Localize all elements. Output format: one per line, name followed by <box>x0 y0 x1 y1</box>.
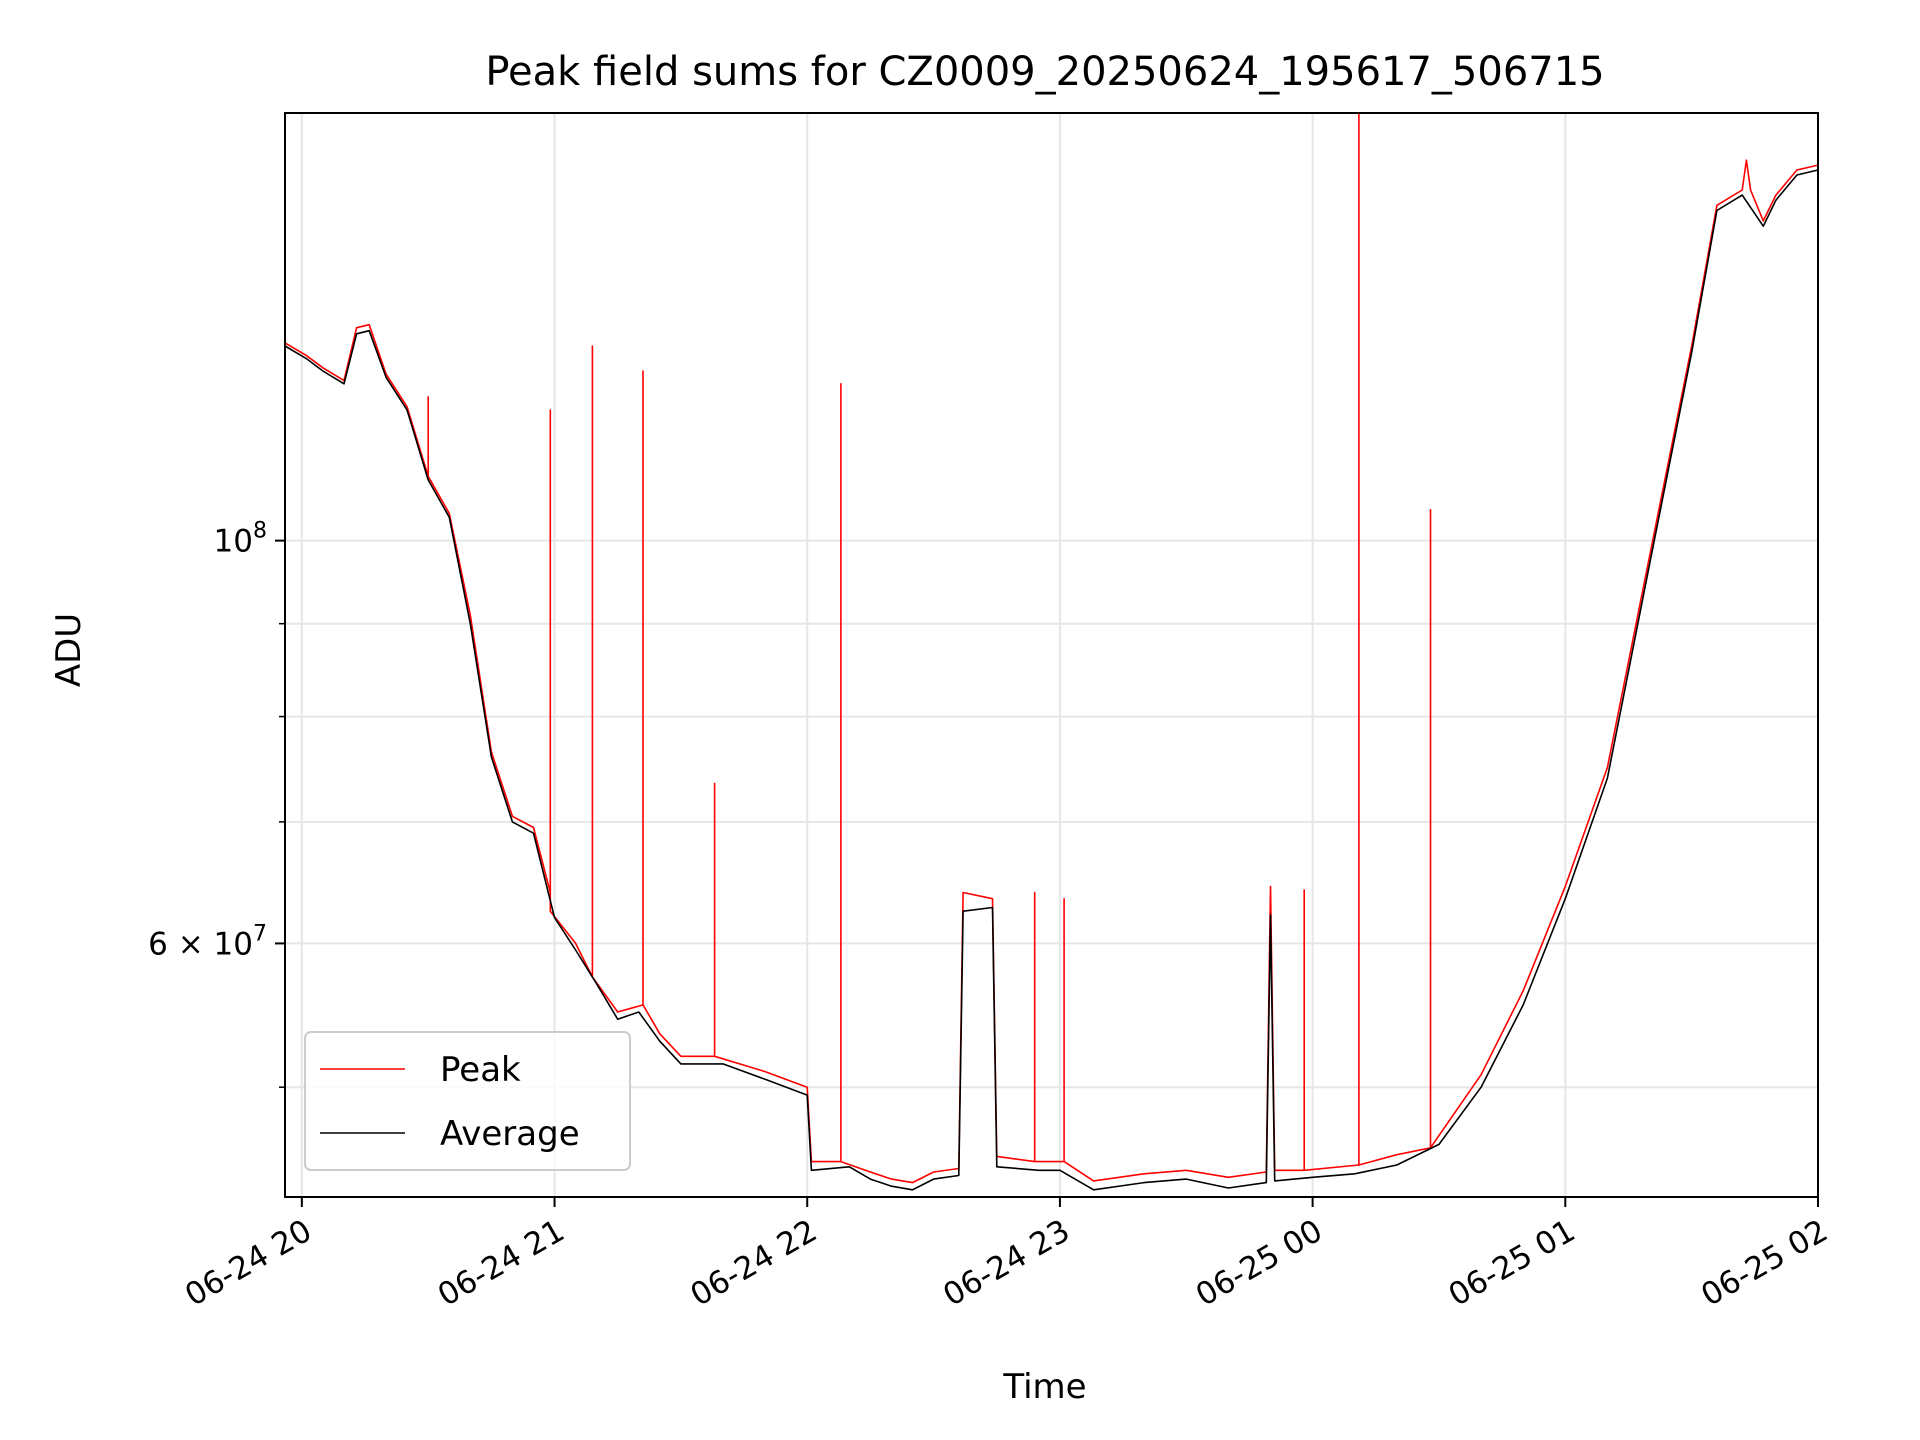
chart-title: Peak field sums for CZ0009_20250624_1956… <box>485 49 1604 95</box>
series-group <box>284 112 1819 1191</box>
y-tick-label-exponent: 8 <box>253 519 267 544</box>
legend-label-peak: Peak <box>440 1050 521 1090</box>
plot-frame <box>284 112 1819 1198</box>
y-tick-label-base: 10 <box>214 524 253 560</box>
legend: Peak Average <box>304 1031 631 1171</box>
legend-box <box>304 1031 631 1171</box>
y-axis-label: ADU <box>49 613 89 687</box>
series-line-peak <box>284 112 1819 1184</box>
y-tick-label: 108 <box>214 519 267 560</box>
y-tick-label: 6 × 107 <box>148 921 267 962</box>
y-tick-label-exponent: 7 <box>253 921 267 946</box>
legend-label-average: Average <box>440 1114 580 1154</box>
series-line-average <box>284 169 1819 1191</box>
x-axis-label: Time <box>1002 1367 1086 1407</box>
y-tick-label-base: 6 × 10 <box>148 926 253 962</box>
